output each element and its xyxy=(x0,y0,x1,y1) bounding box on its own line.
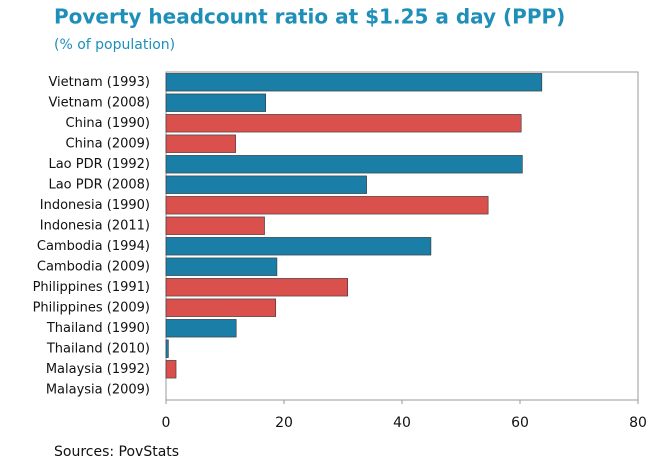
x-tick-label: 60 xyxy=(511,415,529,431)
y-tick-label: Lao PDR (1992) xyxy=(48,157,150,172)
bar xyxy=(165,360,177,379)
bar xyxy=(165,237,432,256)
bar xyxy=(165,319,237,338)
y-tick-label: Indonesia (2011) xyxy=(40,218,150,233)
y-tick-label: China (1990) xyxy=(66,116,151,131)
y-tick-label: Vietnam (1993) xyxy=(48,75,150,90)
y-tick-label: China (2009) xyxy=(66,136,151,151)
y-tick-label: Cambodia (1994) xyxy=(37,239,150,254)
bar xyxy=(165,134,236,153)
chart-subtitle: (% of population) xyxy=(54,37,175,53)
x-tick-label: 20 xyxy=(275,415,293,431)
y-tick-label: Indonesia (1990) xyxy=(40,198,150,213)
bar xyxy=(165,73,543,92)
bar xyxy=(165,298,277,317)
bar xyxy=(165,196,489,215)
bar xyxy=(165,257,278,276)
y-tick-label: Philippines (2009) xyxy=(33,300,150,315)
bar xyxy=(165,278,349,297)
y-tick-label: Malaysia (1992) xyxy=(46,362,150,377)
chart-title: Poverty headcount ratio at $1.25 a day (… xyxy=(54,5,565,29)
x-tick-label: 0 xyxy=(162,415,171,431)
bar xyxy=(165,155,523,174)
y-tick-label: Thailand (1990) xyxy=(46,321,150,336)
y-tick-label: Lao PDR (2008) xyxy=(48,177,150,192)
y-tick-label: Cambodia (2009) xyxy=(37,259,150,274)
bar xyxy=(165,216,265,235)
bar xyxy=(165,175,367,194)
y-tick-label: Philippines (1991) xyxy=(33,280,150,295)
y-tick-label: Thailand (2010) xyxy=(46,341,150,356)
bar xyxy=(165,339,169,358)
x-tick-label: 40 xyxy=(393,415,411,431)
x-tick-label: 80 xyxy=(629,415,647,431)
bar xyxy=(165,93,267,112)
y-tick-label: Vietnam (2008) xyxy=(48,95,150,110)
bar xyxy=(165,114,522,133)
y-tick-label: Malaysia (2009) xyxy=(46,382,150,397)
source: Sources: PovStats xyxy=(54,444,179,460)
